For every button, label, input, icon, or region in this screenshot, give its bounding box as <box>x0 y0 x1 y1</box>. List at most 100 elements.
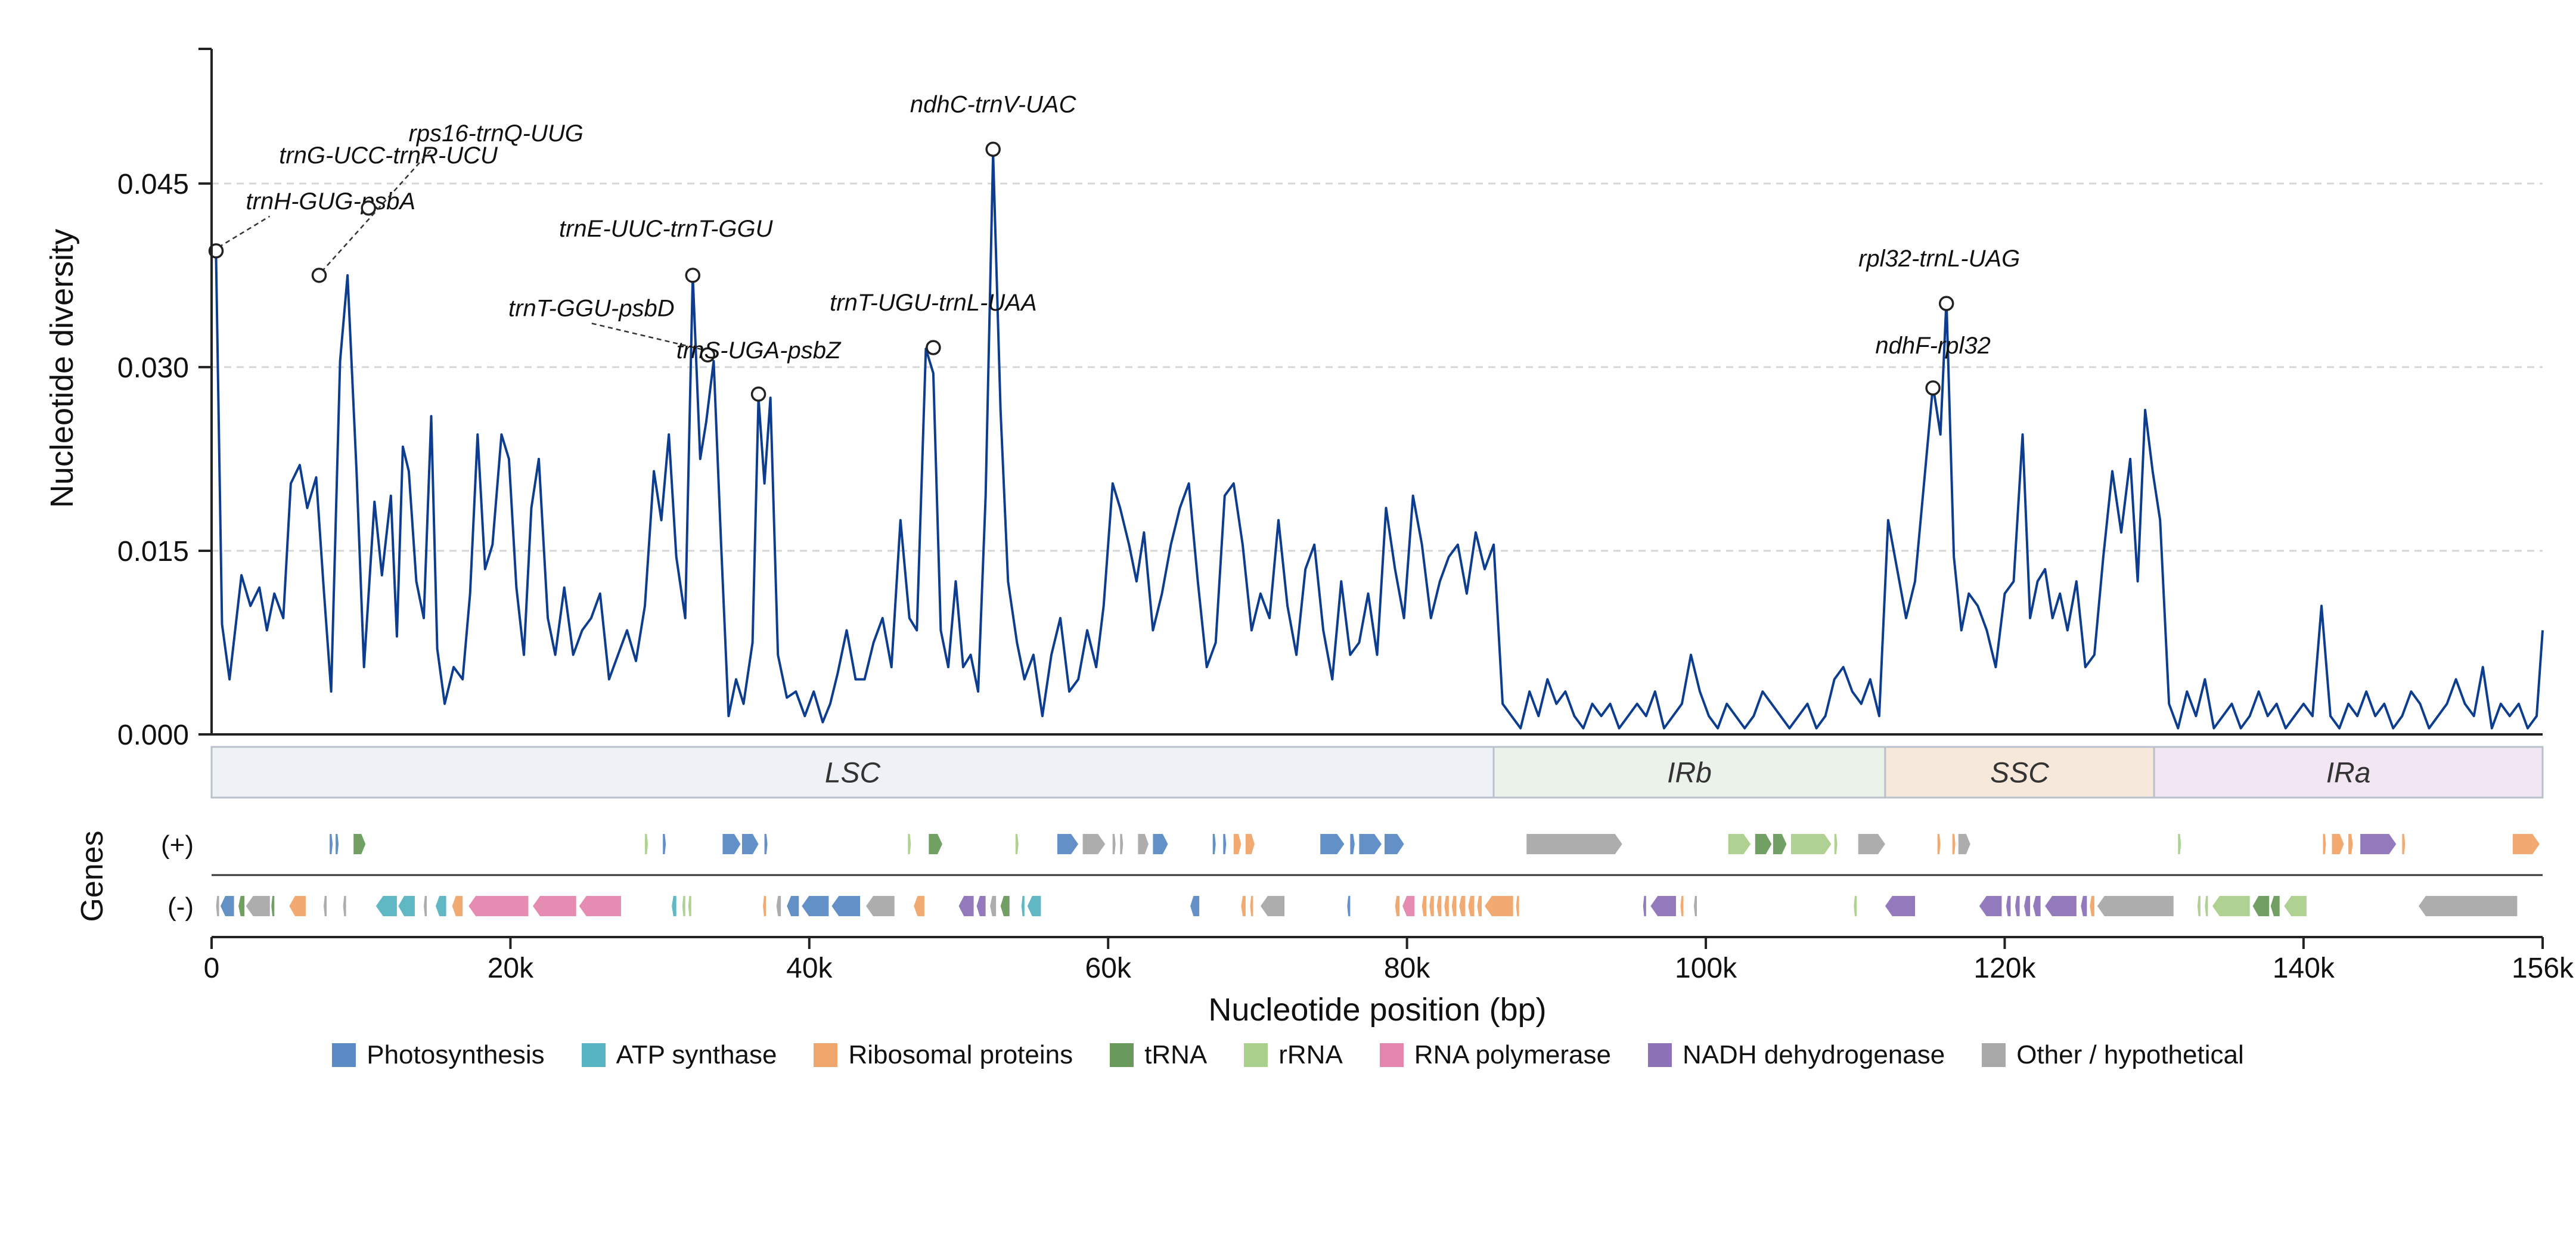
x-tick-label: 100k <box>1675 953 1737 984</box>
gene-rnapol <box>579 896 621 916</box>
gene-ribosomal <box>2323 834 2326 854</box>
gene-other <box>1138 834 1149 854</box>
annotation-label: trnG-UCC-trnR-UCU <box>279 142 498 169</box>
gene-other <box>324 896 327 916</box>
x-tick-label: 140k <box>2273 953 2335 984</box>
gene-ribosomal <box>1245 834 1255 854</box>
x-tick-label: 60k <box>1085 953 1132 984</box>
gene-rrna <box>2284 896 2307 916</box>
gene-other <box>1260 896 1285 916</box>
x-tick-label: 80k <box>1384 953 1430 984</box>
gene-atp <box>1027 896 1041 916</box>
gene-ndh <box>958 896 974 916</box>
gene-photosynthesis <box>663 834 666 854</box>
gene-rrna <box>2212 896 2250 916</box>
legend-swatch <box>1982 1043 2006 1067</box>
annotation-marker <box>985 141 1001 157</box>
gene-other <box>2418 896 2518 916</box>
grid-lines <box>212 182 2543 552</box>
gene-rrna <box>2205 896 2208 916</box>
gene-trna <box>1755 834 1772 854</box>
annotation-marker <box>311 268 327 283</box>
gene-photosynthesis <box>802 896 829 916</box>
legend-swatch <box>1110 1043 1134 1067</box>
gene-ribosomal <box>1477 896 1482 916</box>
gene-ribosomal <box>1444 896 1449 916</box>
gene-other <box>776 896 781 916</box>
gene-photosynthesis <box>336 834 339 854</box>
gene-photosynthesis <box>787 896 799 916</box>
legend-label: tRNA <box>1144 1040 1208 1069</box>
gene-ribosomal <box>1680 896 1684 916</box>
x-axis-label: Nucleotide position (bp) <box>1208 992 1546 1028</box>
legend-label: rRNA <box>1278 1040 1343 1069</box>
gene-rrna <box>2178 834 2181 854</box>
gene-ribosomal <box>2348 834 2353 854</box>
gene-rnapol <box>468 896 529 916</box>
gene-ribosomal <box>914 896 924 916</box>
gene-other <box>990 896 997 916</box>
region-label: LSC <box>825 758 881 789</box>
legend-label: NADH dehydrogenase <box>1682 1040 1945 1069</box>
gene-atp <box>1021 896 1025 916</box>
gene-ribosomal <box>1516 896 1519 916</box>
axes: 0.000 0.015 0.030 0.045 0 20k 40k 60k 80k 100k 120… <box>117 48 2574 984</box>
y-tick-label: 0.045 <box>117 169 189 200</box>
x-tick-label: 120k <box>1973 953 2036 984</box>
annotation-marker <box>750 386 766 402</box>
legend-swatch <box>1647 1043 1672 1067</box>
gene-other <box>424 896 427 916</box>
y-axis-label: Nucleotide diversity <box>44 229 80 508</box>
annotation-leader <box>218 215 271 248</box>
legend-item-trna: tRNA <box>1110 1040 1207 1070</box>
gene-photosynthesis <box>1347 896 1351 916</box>
gene-photosynthesis <box>1223 834 1227 854</box>
gene-rrna <box>688 896 691 916</box>
gene-rrna <box>1015 834 1019 854</box>
gene-other <box>1112 834 1116 854</box>
gene-rnapol <box>1402 896 1415 916</box>
gene-photosynthesis <box>1385 834 1404 854</box>
gene-rrna <box>908 834 911 854</box>
legend-swatch <box>581 1043 606 1067</box>
gene-other <box>216 896 219 916</box>
gene-trna <box>238 896 245 916</box>
gene-ribosomal <box>2090 896 2094 916</box>
legend-label: RNA polymerase <box>1414 1040 1611 1069</box>
gene-rrna <box>1790 834 1832 854</box>
gene-ribosomal <box>1937 834 1941 854</box>
strand-label: (-) <box>167 892 194 922</box>
gene-rrna <box>2197 896 2201 916</box>
x-tick-label: 156k <box>2512 953 2574 984</box>
gene-ribosomal <box>1241 896 1246 916</box>
gene-ribosomal <box>763 896 766 916</box>
gene-photosynthesis <box>742 834 759 854</box>
annotation-label: trnT-UGU-trnL-UAA <box>830 290 1036 316</box>
annotation-label: rpl32-trnL-UAG <box>1858 246 2020 272</box>
gene-ribosomal <box>1451 896 1457 916</box>
strand-label: (+) <box>161 830 194 860</box>
region-lsc <box>210 746 1495 799</box>
gene-atp <box>375 896 397 916</box>
legend-item-rnapol: RNA polymerase <box>1379 1040 1611 1070</box>
gene-atp <box>672 896 676 916</box>
gene-ndh <box>1979 896 2002 916</box>
gene-atp <box>398 896 415 916</box>
annotation-marker <box>926 340 941 355</box>
gene-ribosomal <box>1468 896 1475 916</box>
region-ssc <box>1884 746 2155 799</box>
gene-trna <box>2270 896 2280 916</box>
genes-track-label: Genes <box>75 830 110 922</box>
annotation-label: rps16-trnQ-UUG <box>409 120 584 147</box>
legend-swatch <box>1244 1043 1268 1067</box>
annotation-label: trnT-GGU-psbD <box>508 295 675 321</box>
gene-other <box>1693 896 1697 916</box>
gene-ribosomal <box>1250 896 1253 916</box>
x-tick-label: 40k <box>786 953 833 984</box>
gene-trna <box>1773 834 1787 854</box>
gene-ribosomal <box>1422 896 1427 916</box>
diversity-line <box>210 151 2544 730</box>
gene-rrna <box>645 834 648 854</box>
annotation-marker <box>685 268 701 283</box>
legend-label: Other / hypothetical <box>2016 1040 2244 1069</box>
